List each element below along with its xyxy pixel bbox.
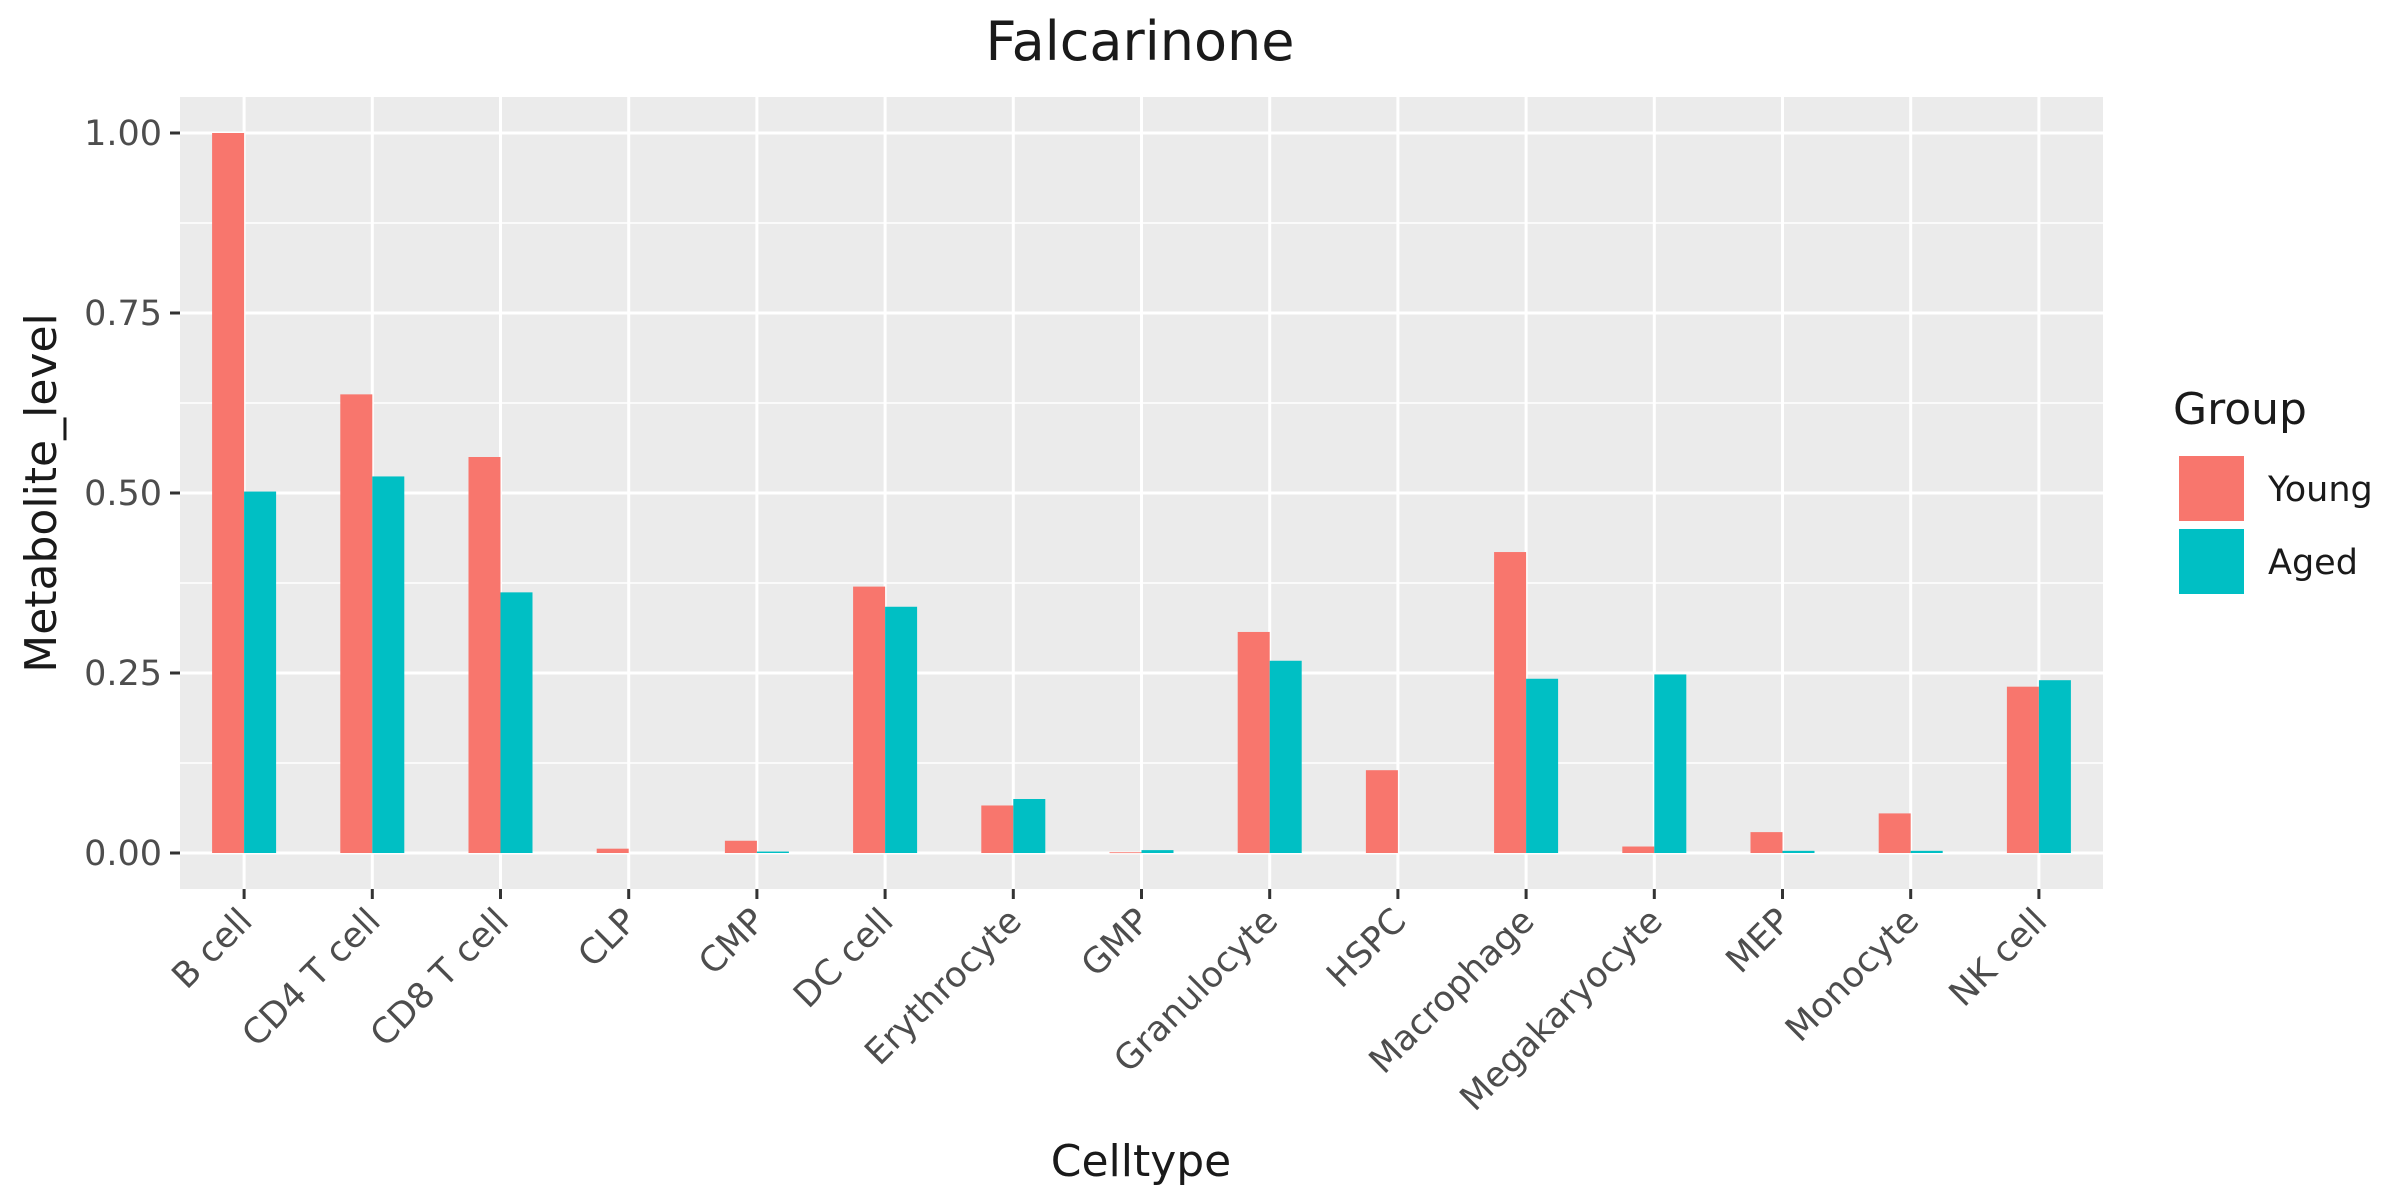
bar-young [1365, 770, 1398, 853]
bar-aged [244, 491, 277, 853]
legend-label: Young [2267, 470, 2373, 510]
y-tick-label: 1.00 [84, 114, 162, 154]
x-tick-label: CD4 T cell [235, 901, 389, 1055]
legend-key-aged [2179, 529, 2244, 594]
x-axis-title: Celltype [1051, 1136, 1232, 1187]
bar-aged [1013, 799, 1046, 853]
bar-aged [1654, 674, 1687, 853]
x-tick-label: DC cell [786, 901, 901, 1016]
bar-young [1109, 852, 1142, 854]
legend-title: Group [2173, 384, 2307, 435]
bar-young [724, 840, 757, 853]
chart-title: Falcarinone [986, 10, 1295, 73]
bar-aged [372, 476, 405, 853]
x-tick-label: CLP [571, 901, 645, 975]
bar-aged [1910, 850, 1943, 853]
bar-young [1750, 832, 1783, 853]
y-axis-title: Metabolite_level [16, 313, 67, 673]
bar-aged [1141, 850, 1174, 853]
bar-young [596, 848, 629, 853]
legend-key-young [2179, 456, 2244, 521]
legend: Group Young Aged [2173, 384, 2373, 594]
bar-aged [1269, 660, 1302, 853]
bar-young [1622, 846, 1655, 853]
bar-young [1237, 631, 1270, 853]
x-tick-label: HSPC [1319, 901, 1414, 996]
y-tick-label: 0.25 [84, 654, 162, 694]
bar-young [1494, 552, 1527, 853]
x-tick-label: B cell [165, 901, 261, 997]
y-tick-label: 0.00 [84, 834, 162, 874]
bar-aged [756, 851, 789, 853]
bar-aged [500, 592, 533, 853]
bar-young [468, 457, 501, 853]
x-tick-label: Monocyte [1778, 901, 1927, 1050]
bar-young [853, 586, 886, 853]
bar-aged [1526, 678, 1559, 853]
x-tick-label: CD8 T cell [363, 901, 517, 1055]
x-tick-label: NK cell [1942, 901, 2055, 1014]
bars [212, 133, 2071, 854]
bar-young [1878, 813, 1911, 853]
y-tick-label: 0.75 [84, 294, 162, 334]
legend-label: Aged [2268, 543, 2358, 583]
bar-young [212, 133, 245, 853]
bar-young [981, 805, 1014, 853]
bar-aged [1782, 850, 1815, 853]
x-tick-label: GMP [1074, 901, 1158, 985]
bar-aged [2038, 680, 2071, 853]
bar-young [2006, 686, 2039, 853]
x-tick-label: MEP [1719, 901, 1799, 981]
x-tick-label: CMP [691, 901, 773, 983]
bar-aged [885, 606, 918, 853]
y-tick-label: 0.50 [84, 474, 162, 514]
y-axis: 0.00 0.25 0.50 0.75 1.00 [84, 114, 180, 874]
bar-young [340, 394, 373, 853]
